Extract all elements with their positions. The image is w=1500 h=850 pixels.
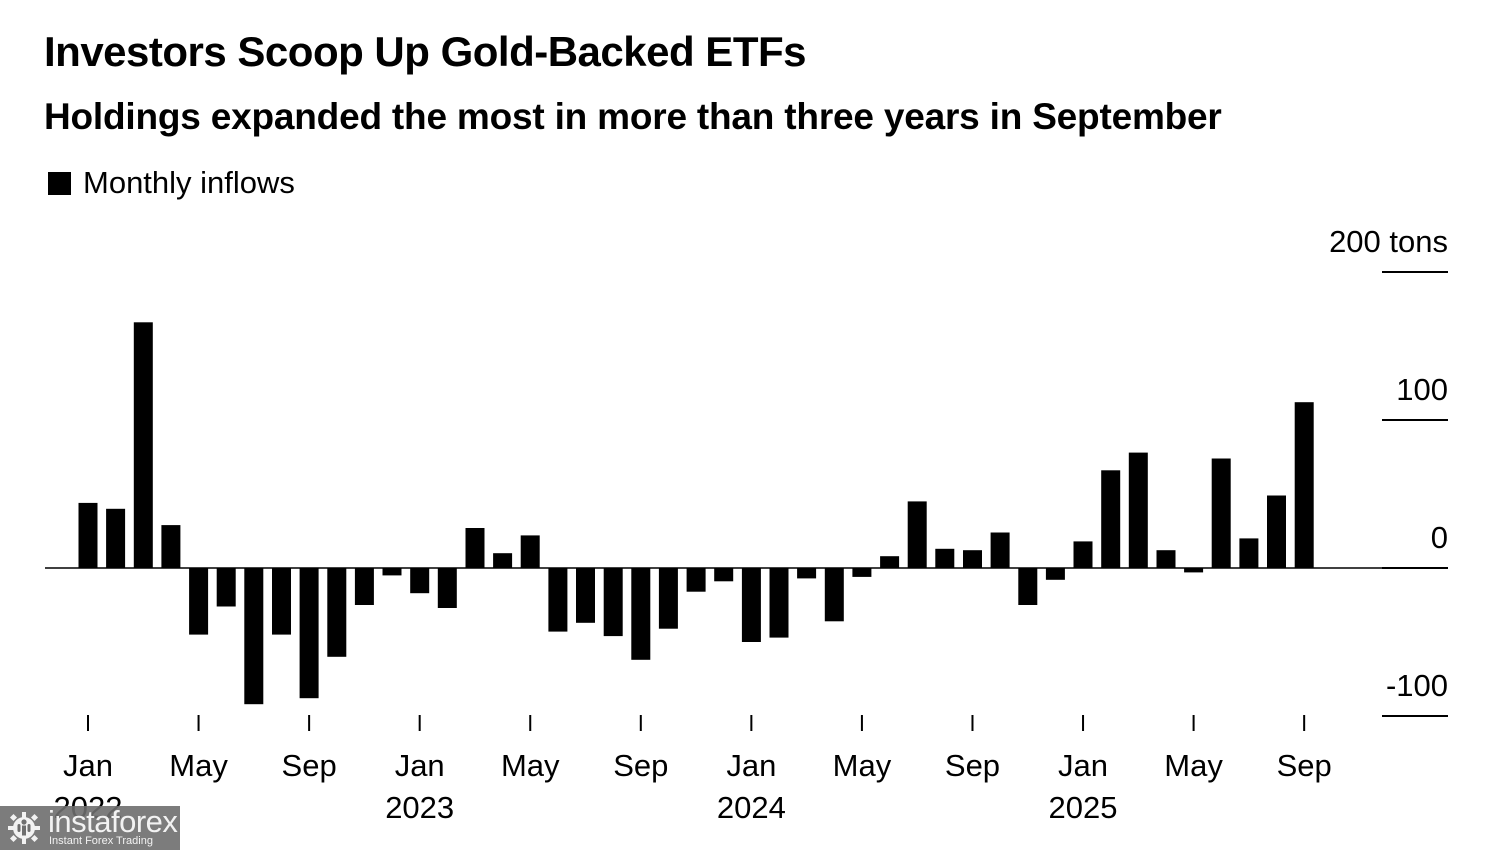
bar: [990, 532, 1010, 568]
x-axis-ticks: Jan2022MaySepJan2023MaySepJan2024MaySepJ…: [54, 715, 1332, 825]
bar: [1101, 470, 1121, 568]
y-tick-label: -100: [1386, 668, 1448, 703]
legend-swatch-monthly-inflows: [48, 171, 71, 195]
bar: [852, 568, 872, 577]
bar: [493, 553, 513, 568]
x-tick-label: Sep: [945, 748, 1000, 783]
bar: [935, 548, 955, 568]
bar: [1156, 550, 1176, 568]
bar: [1128, 452, 1148, 568]
legend: Monthly inflows: [48, 165, 295, 201]
bar: [824, 568, 844, 622]
bar: [963, 550, 982, 568]
x-tick-label: May: [169, 748, 228, 783]
x-tick-label: Sep: [282, 748, 337, 783]
bar: [1211, 458, 1231, 568]
y-tick-label: 200 tons: [1329, 224, 1448, 259]
gear-person-icon: [8, 812, 40, 844]
legend-label-monthly-inflows: Monthly inflows: [83, 165, 295, 200]
bar: [1184, 568, 1204, 573]
x-tick-label: Sep: [1277, 748, 1332, 783]
bar: [299, 568, 319, 699]
x-tick-label: Jan: [63, 748, 113, 783]
bars: [78, 322, 1314, 705]
bar: [382, 568, 402, 576]
watermark-tagline: Instant Forex Trading: [49, 835, 153, 847]
bar: [520, 535, 540, 568]
bar: [437, 568, 457, 608]
x-tick-label: Jan: [1058, 748, 1108, 783]
bar: [658, 568, 678, 629]
chart-subtitle: Holdings expanded the most in more than …: [44, 96, 1222, 137]
bar: [1267, 495, 1286, 568]
bar: [216, 568, 236, 607]
x-tick-label: May: [1164, 748, 1223, 783]
bar: [327, 568, 347, 657]
bar: [465, 528, 485, 568]
watermark: instaforex Instant Forex Trading: [0, 804, 180, 850]
bar: [354, 568, 374, 605]
bar: [769, 568, 789, 638]
bar: [244, 568, 264, 705]
x-tick-year-label: 2023: [385, 790, 454, 825]
chart-title: Investors Scoop Up Gold-Backed ETFs: [44, 28, 806, 75]
bar: [686, 568, 706, 592]
y-tick-label: 100: [1396, 372, 1448, 407]
bar: [797, 568, 817, 579]
bar: [631, 568, 651, 660]
bar: [907, 501, 927, 568]
x-tick-label: Jan: [395, 748, 445, 783]
x-tick-year-label: 2024: [717, 790, 786, 825]
x-tick-label: May: [833, 748, 892, 783]
x-tick-label: Jan: [726, 748, 776, 783]
bar: [1018, 568, 1038, 605]
bar: [133, 322, 153, 568]
bar: [161, 525, 181, 568]
y-tick-label: 0: [1431, 520, 1448, 555]
y-axis-gridlines: 200 tons 100 0 -100: [1329, 224, 1448, 717]
x-tick-label: Sep: [613, 748, 668, 783]
bar: [272, 568, 291, 635]
x-tick-label: May: [501, 748, 560, 783]
bar: [410, 568, 430, 594]
bar: [1239, 538, 1259, 568]
bar: [880, 556, 900, 568]
bar: [714, 568, 734, 582]
watermark-brand: instaforex: [48, 804, 178, 839]
bar: [106, 508, 126, 568]
bar: [576, 568, 595, 623]
bar: [78, 502, 98, 568]
bar: [741, 568, 761, 642]
bar: [603, 568, 623, 637]
bar: [548, 568, 568, 632]
bar: [1045, 568, 1065, 580]
bar: [189, 568, 209, 635]
bar: [1294, 402, 1314, 568]
bar: [1073, 541, 1093, 568]
x-tick-year-label: 2025: [1049, 790, 1118, 825]
